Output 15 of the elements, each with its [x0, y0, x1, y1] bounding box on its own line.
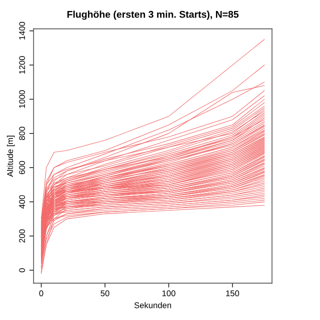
y-tick-label: 0 [19, 268, 26, 272]
y-tick-label: 1200 [19, 56, 26, 74]
chart-title: Flughöhe (ersten 3 min. Starts), N=85 [67, 10, 239, 20]
y-tick-label: 200 [19, 229, 26, 243]
x-tick-label: 50 [100, 290, 110, 296]
y-axis-title: Altitude [m] [6, 136, 15, 177]
x-tick-label: 0 [39, 290, 44, 296]
y-tick-label: 800 [19, 126, 26, 140]
y-tick-label: 600 [19, 161, 26, 174]
y-tick-label: 1400 [19, 22, 26, 40]
x-axis-title: Sekunden [134, 302, 172, 308]
y-tick-label: 400 [19, 195, 26, 209]
y-tick-label: 1000 [19, 90, 26, 108]
x-tick-label: 100 [162, 290, 176, 296]
x-tick-label: 150 [226, 290, 240, 296]
